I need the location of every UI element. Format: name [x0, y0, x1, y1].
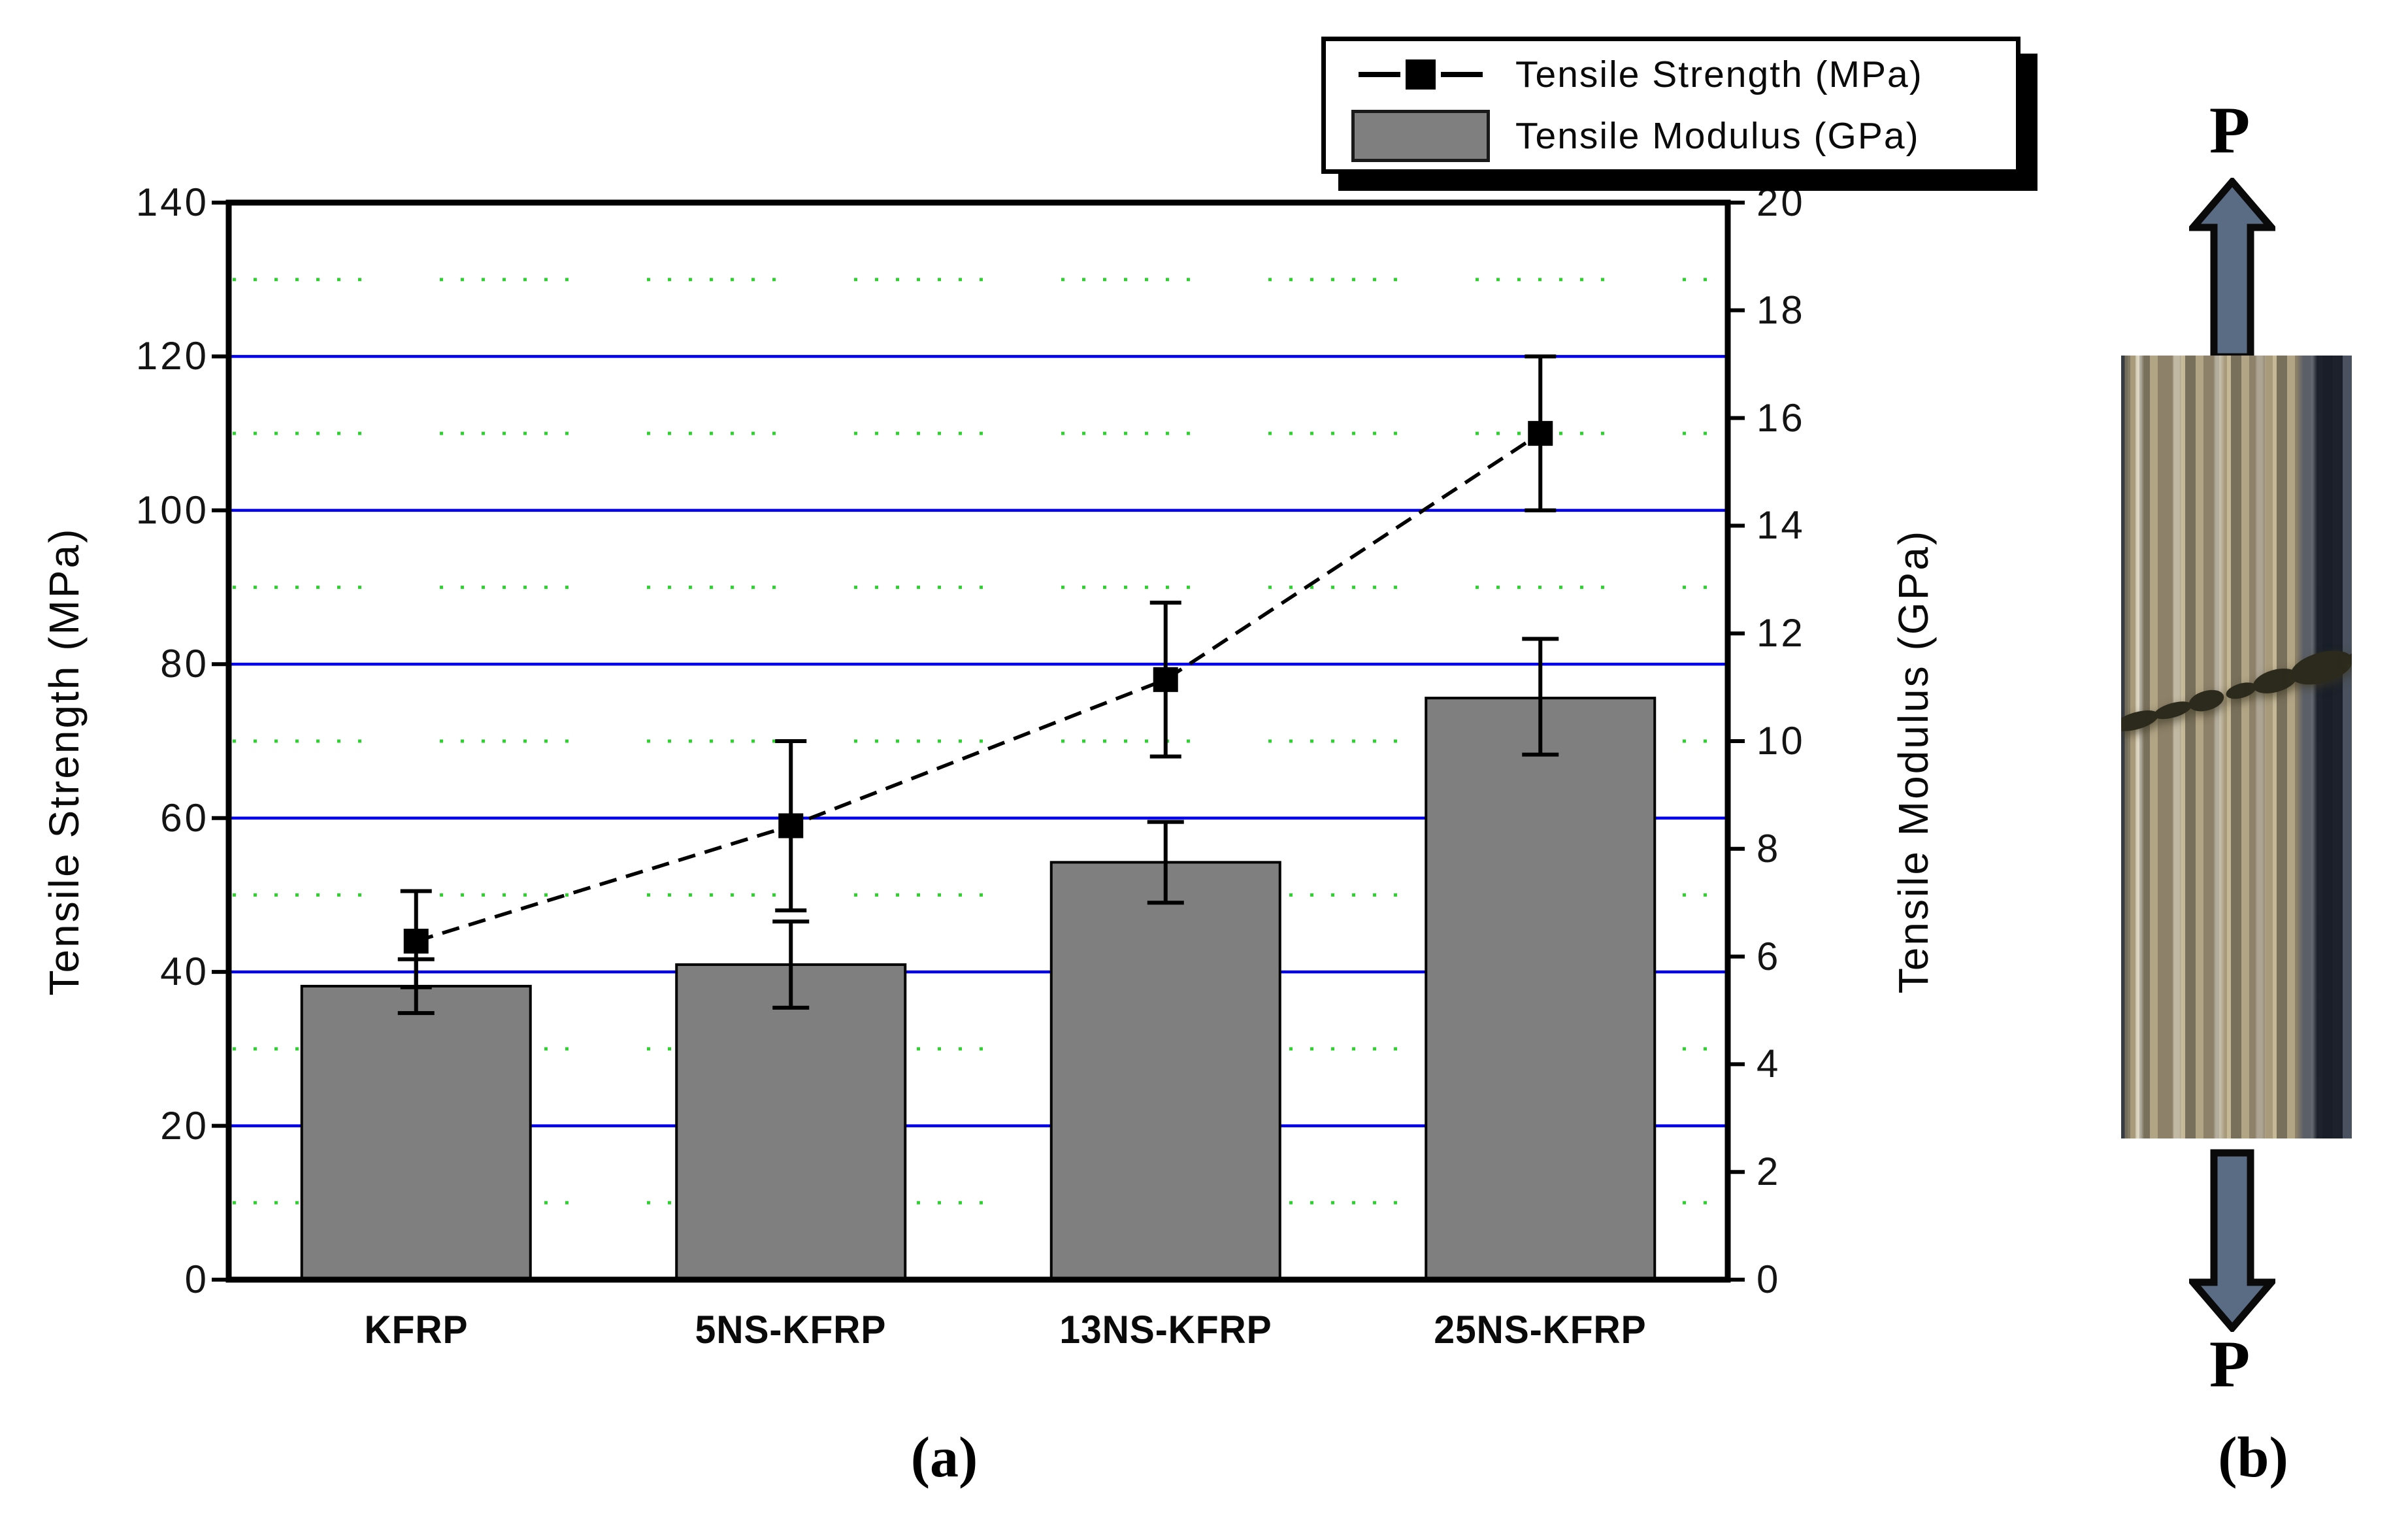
left-axis-tick-label: 120: [135, 334, 209, 378]
left-axis-title: Tensile Strength (MPa): [41, 527, 88, 996]
right-axis-tick-label: 10: [1757, 719, 1806, 763]
up-arrow-icon: [2189, 178, 2275, 361]
left-axis-tick-label: 40: [160, 950, 209, 994]
right-axis-tick-label: 18: [1757, 288, 1806, 332]
panel-b-caption: (b): [2218, 1426, 2288, 1489]
right-axis-tick-label: 12: [1757, 611, 1806, 656]
right-axis-tick-label: 14: [1757, 503, 1806, 548]
right-axis-tick-label: 0: [1757, 1257, 1781, 1301]
left-axis-tick-label: 0: [184, 1257, 209, 1301]
gray-bar-swatch-icon: [1326, 110, 1515, 162]
x-category-label: KFRP: [364, 1308, 469, 1352]
legend-item-tensile-strength: Tensile Strength (MPa): [1326, 47, 2016, 102]
left-axis-tick-label: 140: [135, 180, 209, 224]
chart-legend: Tensile Strength (MPa) Tensile Modulus (…: [1321, 37, 2020, 174]
x-category-label: 5NS-KFRP: [695, 1308, 887, 1352]
load-label-bottom: P: [2209, 1327, 2251, 1401]
x-category-label: 13NS-KFRP: [1059, 1308, 1272, 1352]
load-label-top: P: [2209, 93, 2251, 167]
x-category-label: 25NS-KFRP: [1434, 1308, 1647, 1352]
right-axis-tick-label: 20: [1757, 180, 1806, 224]
line-square-marker-icon: [1326, 59, 1515, 90]
crack-blob: [2186, 686, 2227, 716]
left-axis-tick-label: 20: [160, 1103, 209, 1148]
right-axis-tick-label: 16: [1757, 395, 1806, 440]
panel-a-caption: (a): [910, 1426, 978, 1489]
left-axis-tick-label: 100: [135, 488, 209, 532]
down-arrow-icon: [2189, 1149, 2275, 1332]
right-axis-tick-label: 4: [1757, 1042, 1781, 1086]
legend-item-tensile-modulus: Tensile Modulus (GPa): [1326, 108, 2016, 163]
right-axis-tick-label: 6: [1757, 934, 1781, 978]
right-axis-tick-label: 8: [1757, 826, 1781, 871]
legend-label-tensile-strength: Tensile Strength (MPa): [1515, 54, 1923, 95]
fracture-crack: [2121, 642, 2352, 742]
legend-label-tensile-modulus: Tensile Modulus (GPa): [1515, 115, 1920, 157]
crack-blob: [2286, 644, 2352, 691]
right-axis-title: Tensile Modulus (GPa): [1890, 529, 1937, 994]
right-axis-tick-label: 2: [1757, 1150, 1781, 1194]
left-axis-tick-label: 80: [160, 642, 209, 686]
fractured-specimen-photo: [2121, 356, 2352, 1138]
left-axis-tick-label: 60: [160, 795, 209, 840]
crack-blob: [2152, 698, 2194, 723]
